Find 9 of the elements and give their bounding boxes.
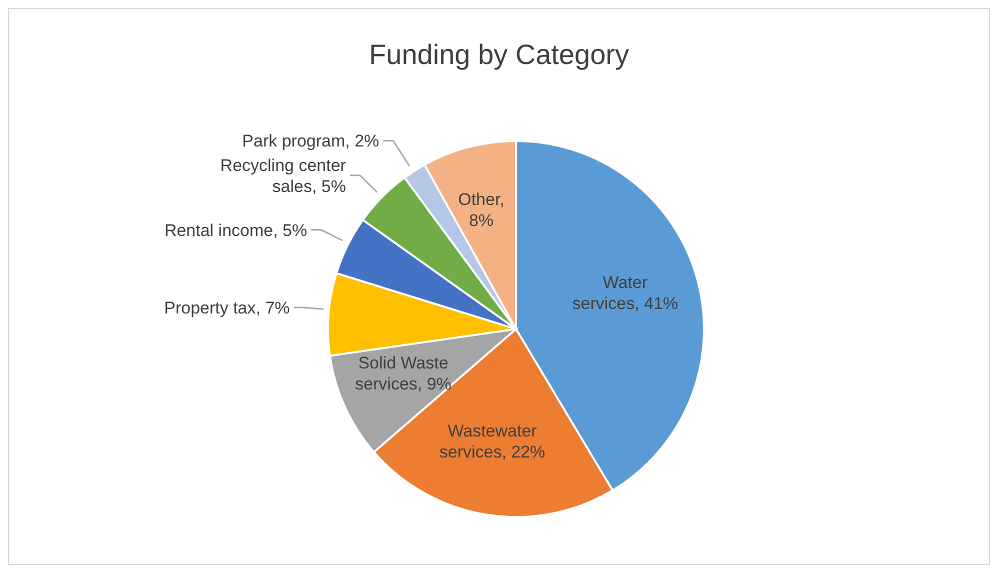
slice-label: Other, 8%: [458, 190, 504, 230]
slice-label: Solid Waste services, 9%: [355, 354, 452, 394]
slice-label: Park program, 2%: [242, 132, 380, 151]
slice-label: Water services, 41%: [572, 272, 678, 313]
slice-label: Property tax, 7%: [164, 298, 290, 318]
slice-label: Rental income, 5%: [164, 220, 308, 240]
chart-title: Funding by Category: [368, 39, 630, 71]
slice-label: Wastewater services, 22%: [439, 421, 546, 462]
slice-label: Recycling center sales, 5%: [220, 156, 346, 196]
